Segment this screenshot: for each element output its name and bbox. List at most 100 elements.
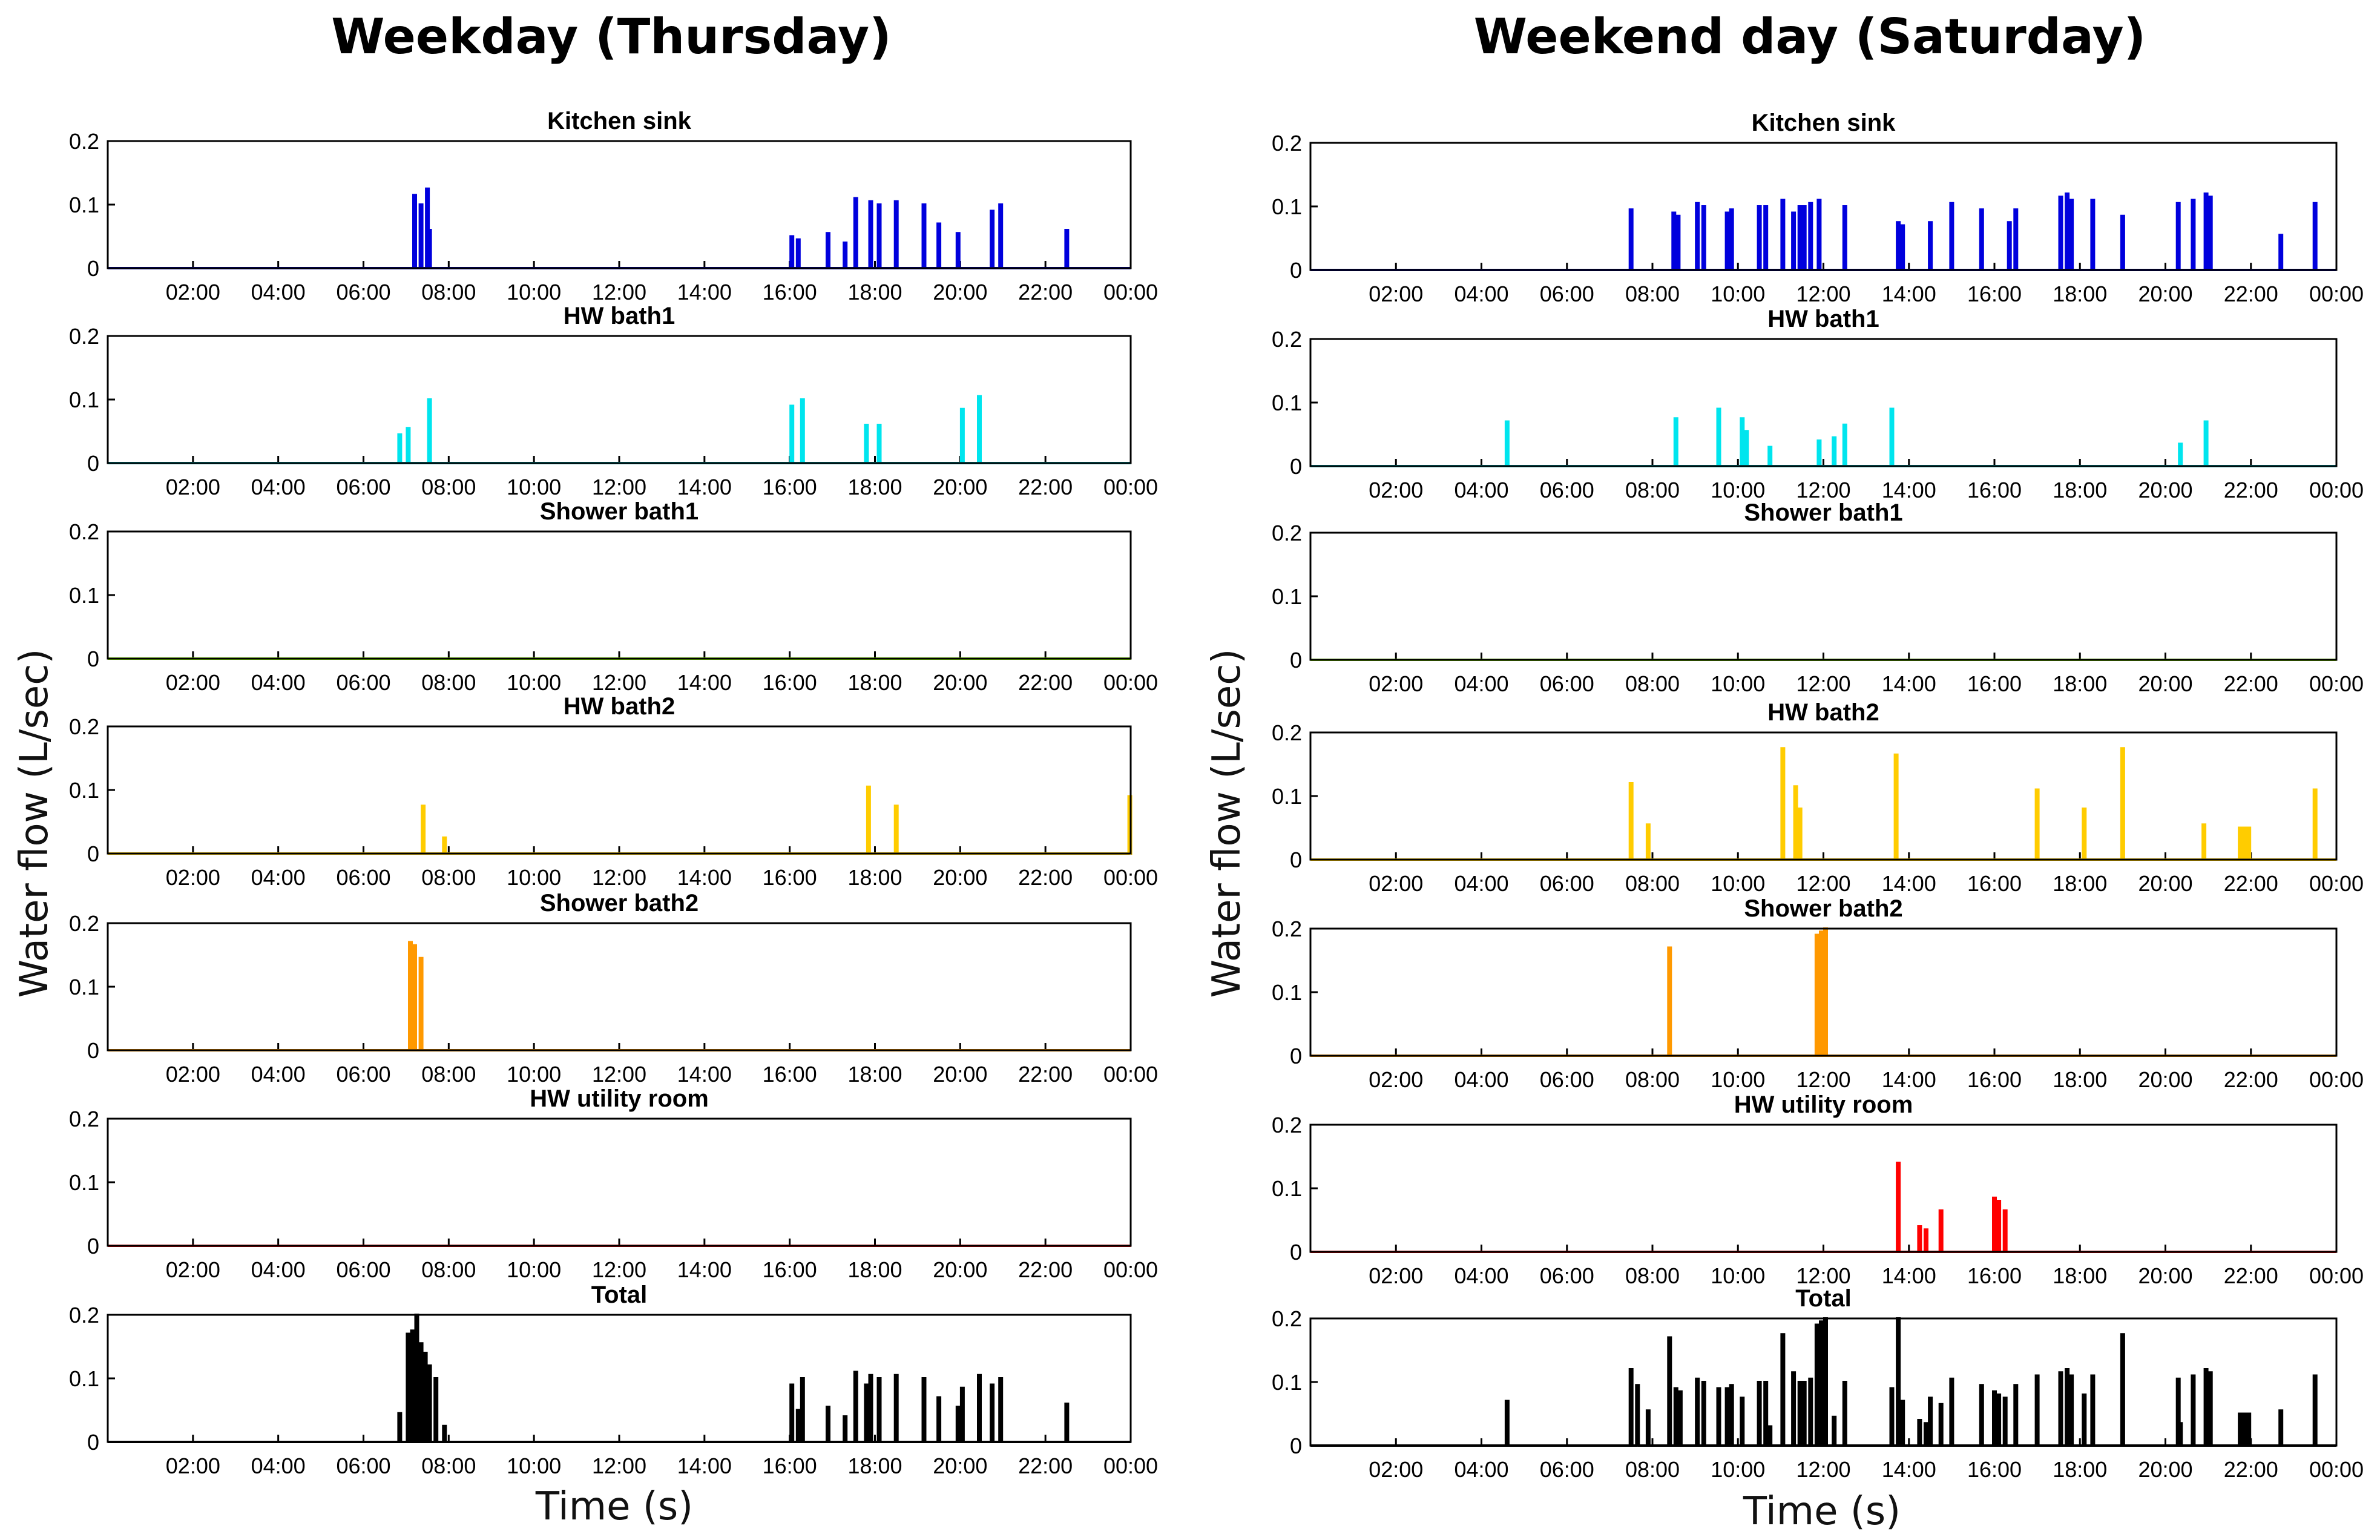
weekend-shower-bath2-xtick-label: 12:00	[1796, 1067, 1850, 1092]
weekday-shower-bath2-xtick-label: 22:00	[1018, 1062, 1073, 1087]
weekend-shower-bath2-ytick-label: 0.2	[1272, 916, 1302, 941]
weekday-shower-bath2-xtick-label: 12:00	[592, 1062, 646, 1087]
weekend-hw-bath2-xtick-label: 10:00	[1711, 871, 1765, 896]
weekday-hw-bath2-panel: HW bath2 0 0.1 0.2 02:00 04:00 06:00 08:00 10:00…	[69, 693, 1158, 890]
weekend-hw-bath2-xtick-label: 22:00	[2224, 871, 2278, 896]
weekend-hw-bath2-ytick-label: 0	[1290, 847, 1302, 872]
weekend-total-series-line	[1310, 1317, 2336, 1447]
weekday-total-xtick-label: 10:00	[507, 1453, 561, 1478]
weekend-hw-utility-room-axes-frame	[1309, 1124, 2338, 1253]
weekend-shower-bath2-xtick-label: 02:00	[1369, 1067, 1423, 1092]
weekday-total-xtick-label: 22:00	[1018, 1453, 1073, 1478]
weekday-hw-bath1-ytick-label: 0	[87, 451, 99, 476]
weekday-kitchen-sink-xtick-label: 00:00	[1103, 280, 1158, 304]
weekend-kitchen-sink-ytick-label: 0	[1290, 258, 1302, 283]
weekday-hw-bath2-ytick-label: 0.2	[69, 714, 99, 739]
weekend-hw-utility-room-ytick-label: 0	[1290, 1240, 1302, 1265]
weekend-hw-bath1-xtick-label: 18:00	[2053, 478, 2107, 502]
weekday-total-series-line	[108, 1314, 1131, 1443]
weekday-hw-bath1-ytick-label: 0.1	[69, 387, 99, 412]
weekend-total-ytick-label: 0	[1290, 1433, 1302, 1458]
weekend-hw-bath1-ytick-label: 0	[1290, 454, 1302, 479]
weekday-hw-utility-room-ytick-label: 0	[87, 1234, 99, 1259]
weekend-kitchen-sink-xtick-label: 12:00	[1796, 281, 1850, 306]
weekday-hw-bath1-xtick-label: 02:00	[166, 475, 220, 499]
weekend-hw-utility-room-xtick-label: 16:00	[1967, 1263, 2022, 1288]
weekday-kitchen-sink-xtick-label: 22:00	[1018, 280, 1073, 304]
weekend-hw-bath2-xtick-label: 16:00	[1967, 871, 2022, 896]
weekend-hw-utility-room-xtick-label: 04:00	[1454, 1263, 1508, 1288]
weekend-hw-bath1-xtick-label: 12:00	[1796, 478, 1850, 502]
weekday-hw-utility-room-xtick-label: 18:00	[847, 1257, 902, 1282]
weekday-total-ytick-label: 0.2	[69, 1303, 99, 1328]
weekend-kitchen-sink-xtick-label: 10:00	[1711, 281, 1765, 306]
weekday-shower-bath1-xtick-label: 10:00	[507, 670, 561, 695]
weekend-kitchen-sink-ytick-label: 0.1	[1272, 194, 1302, 219]
weekday-hw-bath2-ytick-label: 0	[87, 841, 99, 866]
weekend-x-axis-label: Time (s)	[1743, 1489, 1901, 1534]
weekday-total-xtick-label: 12:00	[592, 1453, 646, 1478]
weekday-shower-bath1-xtick-label: 00:00	[1103, 670, 1158, 695]
weekend-shower-bath1-xtick-label: 12:00	[1796, 671, 1850, 696]
weekend-hw-bath2-xtick-label: 20:00	[2138, 871, 2192, 896]
weekend-hw-bath2-panel: HW bath2 0 0.1 0.2 02:00 04:00 06:00 08:00 10:00…	[1272, 699, 2364, 896]
weekend-total-xtick-label: 06:00	[1540, 1457, 1594, 1482]
weekday-hw-bath2-xtick-label: 02:00	[166, 865, 220, 890]
weekday-shower-bath1-xtick-label: 04:00	[251, 670, 306, 695]
weekday-kitchen-sink-xtick-label: 04:00	[251, 280, 306, 304]
weekday-total-xtick-label: 08:00	[421, 1453, 476, 1478]
weekday-total-xtick-label: 16:00	[763, 1453, 817, 1478]
weekday-total-ytick-label: 0	[87, 1430, 99, 1455]
weekend-kitchen-sink-xtick-label: 18:00	[2053, 281, 2107, 306]
weekday-shower-bath1-axes-frame	[107, 530, 1132, 660]
weekend-hw-bath2-ytick-label: 0.1	[1272, 784, 1302, 809]
weekend-total-xtick-label: 02:00	[1369, 1457, 1423, 1482]
weekend-total-ytick-label: 0.2	[1272, 1306, 1302, 1331]
weekend-hw-utility-room-ytick-label: 0.1	[1272, 1176, 1302, 1201]
weekend-shower-bath1-xtick-label: 06:00	[1540, 671, 1594, 696]
weekend-total-axes-frame	[1309, 1317, 2338, 1447]
weekend-kitchen-sink-axes-frame	[1309, 142, 2338, 271]
weekend-hw-utility-room-xtick-label: 00:00	[2309, 1263, 2364, 1288]
weekend-hw-bath1-xtick-label: 22:00	[2224, 478, 2278, 502]
weekday-hw-bath1-xtick-label: 08:00	[421, 475, 476, 499]
weekend-total-ytick-label: 0.1	[1272, 1370, 1302, 1395]
weekday-hw-bath2-xtick-label: 22:00	[1018, 865, 1073, 890]
weekday-hw-utility-room-xtick-label: 22:00	[1018, 1257, 1073, 1282]
weekday-hw-bath1-series-line	[108, 395, 1131, 464]
weekend-hw-bath2-xtick-label: 00:00	[2309, 871, 2364, 896]
weekday-kitchen-sink-xtick-label: 10:00	[507, 280, 561, 304]
weekday-kitchen-sink-ytick-label: 0	[87, 256, 99, 281]
weekend-shower-bath1-xtick-label: 16:00	[1967, 671, 2022, 696]
weekday-shower-bath2-ytick-label: 0.1	[69, 975, 99, 999]
weekday-shower-bath2-xtick-label: 06:00	[336, 1062, 390, 1087]
weekend-hw-bath2-xtick-label: 18:00	[2053, 871, 2107, 896]
weekday-kitchen-sink-xtick-label: 14:00	[677, 280, 732, 304]
weekday-hw-bath1-xtick-label: 16:00	[763, 475, 817, 499]
weekend-hw-bath2-xtick-label: 06:00	[1540, 871, 1594, 896]
weekday-hw-utility-room-ytick-label: 0.2	[69, 1107, 99, 1131]
weekend-hw-bath1-xtick-label: 00:00	[2309, 478, 2364, 502]
weekday-kitchen-sink-xtick-label: 20:00	[933, 280, 987, 304]
weekday-total-xtick-label: 20:00	[933, 1453, 987, 1478]
weekend-total-xtick-label: 08:00	[1625, 1457, 1680, 1482]
weekday-kitchen-sink-ytick-label: 0.2	[69, 129, 99, 154]
weekday-hw-bath1-panel: HW bath1 0 0.1 0.2 02:00 04:00 06:00 08:00 10:00…	[69, 303, 1158, 499]
weekday-hw-utility-room-xtick-label: 20:00	[933, 1257, 987, 1282]
weekend-hw-bath2-xtick-label: 04:00	[1454, 871, 1508, 896]
weekday-shower-bath2-xtick-label: 04:00	[251, 1062, 306, 1087]
weekend-hw-utility-room-xtick-label: 10:00	[1711, 1263, 1765, 1288]
weekend-kitchen-sink-xtick-label: 02:00	[1369, 281, 1423, 306]
weekday-shower-bath2-xtick-label: 00:00	[1103, 1062, 1158, 1087]
weekday-kitchen-sink-xtick-label: 18:00	[847, 280, 902, 304]
weekday-hw-utility-room-xtick-label: 04:00	[251, 1257, 306, 1282]
weekday-shower-bath1-xtick-label: 18:00	[847, 670, 902, 695]
weekday-hw-bath1-xtick-label: 22:00	[1018, 475, 1073, 499]
weekday-shower-bath1-ytick-label: 0	[87, 647, 99, 671]
weekday-hw-bath2-xtick-label: 10:00	[507, 865, 561, 890]
weekday-hw-bath2-title: HW bath2	[564, 693, 675, 720]
weekend-shower-bath1-ytick-label: 0.2	[1272, 521, 1302, 545]
weekday-shower-bath1-xtick-label: 16:00	[763, 670, 817, 695]
weekend-kitchen-sink-series-line	[1310, 192, 2336, 271]
